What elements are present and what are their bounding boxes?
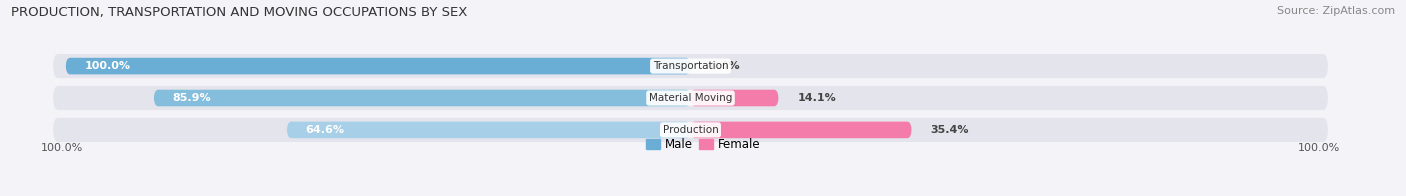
FancyBboxPatch shape bbox=[53, 54, 1327, 78]
FancyBboxPatch shape bbox=[287, 122, 690, 138]
Text: Source: ZipAtlas.com: Source: ZipAtlas.com bbox=[1277, 6, 1395, 16]
Text: 0.0%: 0.0% bbox=[709, 61, 740, 71]
FancyBboxPatch shape bbox=[690, 122, 911, 138]
Text: Transportation: Transportation bbox=[652, 61, 728, 71]
Text: 100.0%: 100.0% bbox=[84, 61, 131, 71]
Text: Material Moving: Material Moving bbox=[648, 93, 733, 103]
Text: PRODUCTION, TRANSPORTATION AND MOVING OCCUPATIONS BY SEX: PRODUCTION, TRANSPORTATION AND MOVING OC… bbox=[11, 6, 468, 19]
FancyBboxPatch shape bbox=[153, 90, 690, 106]
FancyBboxPatch shape bbox=[690, 90, 779, 106]
FancyBboxPatch shape bbox=[53, 118, 1327, 142]
Text: 35.4%: 35.4% bbox=[931, 125, 969, 135]
Legend: Male, Female: Male, Female bbox=[641, 133, 765, 156]
FancyBboxPatch shape bbox=[53, 86, 1327, 110]
Text: 14.1%: 14.1% bbox=[797, 93, 837, 103]
Text: 100.0%: 100.0% bbox=[41, 143, 83, 153]
Text: Production: Production bbox=[662, 125, 718, 135]
Text: 100.0%: 100.0% bbox=[1298, 143, 1340, 153]
FancyBboxPatch shape bbox=[66, 58, 690, 74]
Text: 85.9%: 85.9% bbox=[173, 93, 211, 103]
Text: 64.6%: 64.6% bbox=[305, 125, 344, 135]
